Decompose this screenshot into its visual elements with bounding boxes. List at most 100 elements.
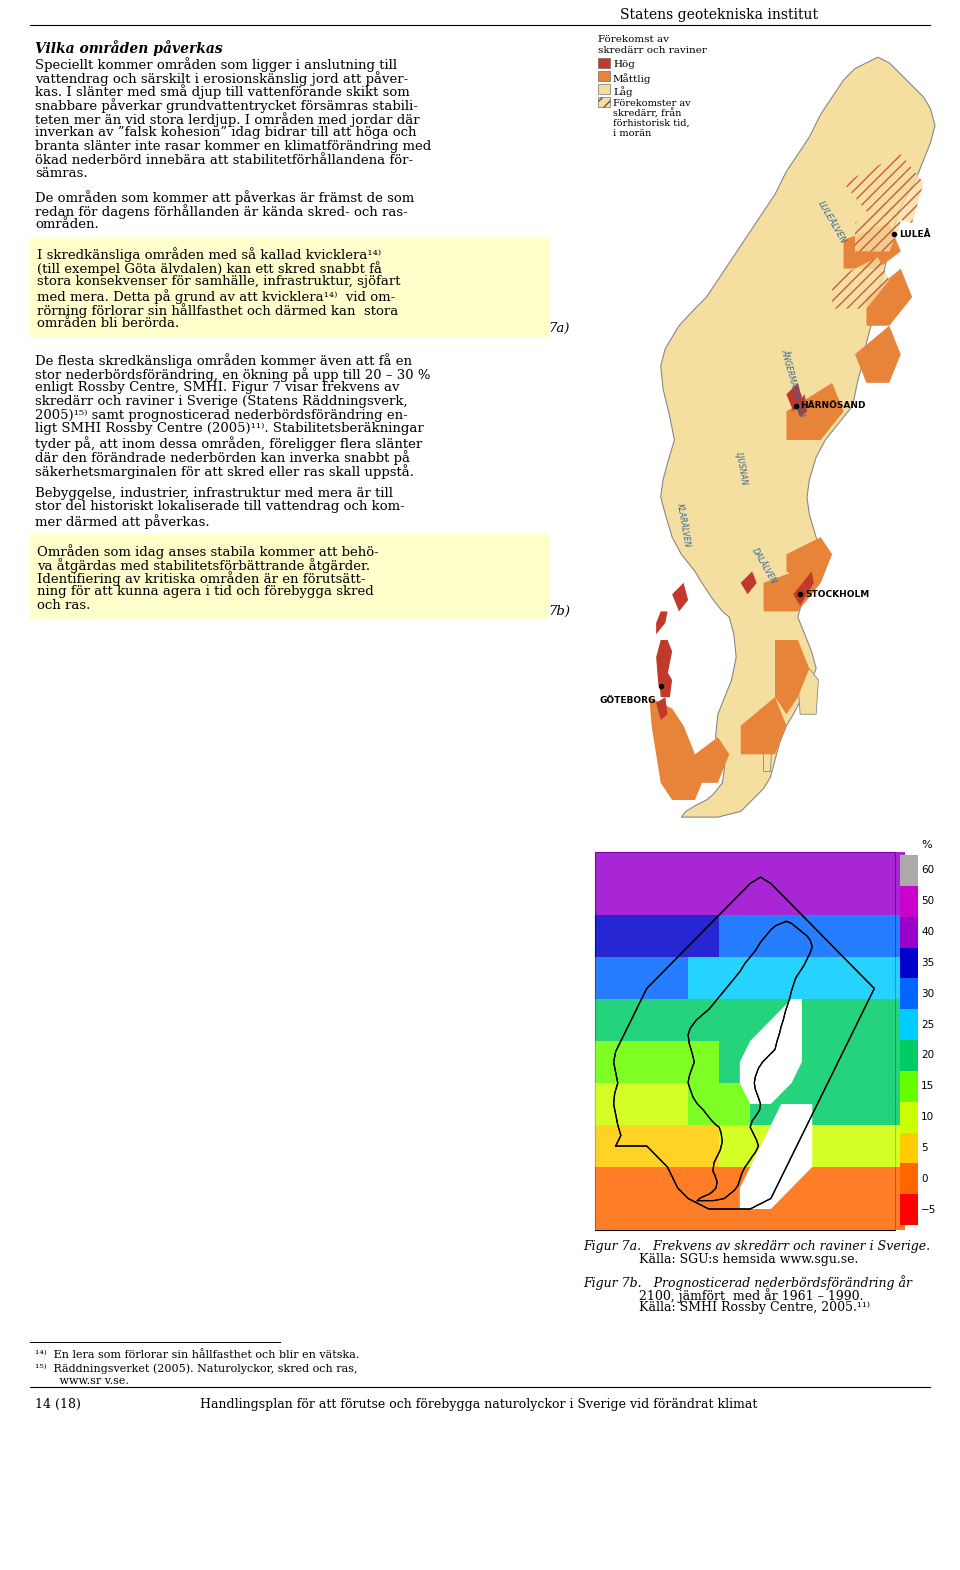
Bar [626,999,641,1020]
Bar [797,1020,812,1041]
Bar [611,893,626,915]
Bar [750,999,766,1020]
Bar [595,999,611,1020]
Bar [626,1209,641,1229]
Bar [688,958,704,978]
Bar [812,978,828,999]
Bar [688,999,704,1020]
Bar [641,1209,657,1229]
Bar [641,999,657,1020]
Bar [657,958,673,978]
Bar [641,958,657,978]
Text: HÄRNÖSAND: HÄRNÖSAND [801,402,866,410]
Bar [626,1104,641,1126]
Text: De flesta skredkänsliga områden kommer även att få en: De flesta skredkänsliga områden kommer ä… [35,353,412,369]
Text: I skredkänsliga områden med så kallad kvicklera¹⁴⁾: I skredkänsliga områden med så kallad kv… [37,248,381,262]
Bar [598,71,610,82]
Bar [719,1061,734,1083]
Bar [797,1209,812,1229]
Bar [900,917,918,948]
Bar [828,978,843,999]
Bar [641,1146,657,1167]
Bar [900,1039,918,1071]
Bar [900,948,918,978]
Bar [875,936,890,958]
Bar [598,58,610,68]
Bar [611,1104,626,1126]
Bar [890,978,905,999]
Bar [641,1020,657,1041]
Bar [657,1146,673,1167]
Bar [734,915,750,936]
Text: Områden som idag anses stabila kommer att behö-: Områden som idag anses stabila kommer at… [37,543,379,559]
Bar [843,873,859,893]
Text: 14 (18): 14 (18) [35,1397,81,1411]
Bar [812,1146,828,1167]
Bar [843,1167,859,1188]
Bar [734,1083,750,1104]
Bar [812,958,828,978]
Bar [875,999,890,1020]
Bar [641,873,657,893]
Bar [688,1083,704,1104]
Bar [657,915,673,936]
Bar [875,1188,890,1209]
Bar [875,1104,890,1126]
Bar [673,1083,688,1104]
Bar [704,893,719,915]
Polygon shape [660,57,935,816]
Bar [595,1167,611,1188]
Bar [843,1209,859,1229]
Bar [797,1126,812,1146]
Text: 10: 10 [921,1112,934,1123]
Bar [843,1020,859,1041]
Bar [781,1083,797,1104]
Bar [641,1061,657,1083]
Text: GÖTEBORG: GÖTEBORG [599,696,656,705]
Bar [595,1146,611,1167]
Text: tyder på, att inom dessa områden, föreligger flera slänter: tyder på, att inom dessa områden, föreli… [35,436,422,451]
Bar [750,1209,766,1229]
Bar [611,1167,626,1188]
Bar [890,1083,905,1104]
Text: ¹⁴⁾  En lera som förlorar sin hållfasthet och blir en vätska.: ¹⁴⁾ En lera som förlorar sin hållfasthet… [35,1350,359,1360]
Bar [766,1104,781,1126]
Bar [611,853,626,873]
Bar [611,1020,626,1041]
Bar [734,1020,750,1041]
Bar [766,1083,781,1104]
Bar [828,1061,843,1083]
Bar [890,873,905,893]
Bar [704,1041,719,1061]
Bar [900,978,918,1010]
Bar [859,958,875,978]
Bar [875,1020,890,1041]
Bar [688,1146,704,1167]
Bar [641,893,657,915]
Polygon shape [786,383,803,411]
Text: 25: 25 [921,1019,934,1030]
Bar [750,1126,766,1146]
Bar [704,1104,719,1126]
Bar [595,1061,611,1083]
Bar [797,978,812,999]
Bar [657,978,673,999]
Bar [781,1041,797,1061]
Bar [750,1083,766,1104]
Text: −5: −5 [921,1204,936,1215]
Bar [673,1167,688,1188]
Text: kas. I slänter med små djup till vattenförande skikt som: kas. I slänter med små djup till vattenf… [35,85,410,99]
Bar [673,1020,688,1041]
Bar [797,999,812,1020]
Bar [812,936,828,958]
Text: 0: 0 [921,1174,927,1184]
Bar [812,893,828,915]
Bar [875,1209,890,1229]
Bar [766,1020,781,1041]
Text: skredärr, från: skredärr, från [613,108,682,119]
Bar [719,936,734,958]
Bar [797,873,812,893]
Bar [626,853,641,873]
Bar [875,1083,890,1104]
Bar [797,936,812,958]
